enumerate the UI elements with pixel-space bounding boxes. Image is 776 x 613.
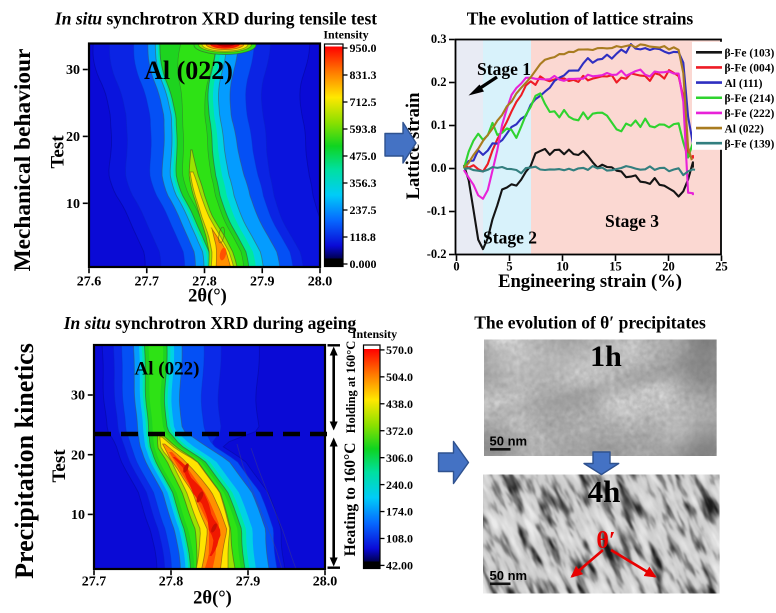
svg-text:30: 30 <box>66 63 80 78</box>
svg-text:β-Fe (222): β-Fe (222) <box>725 108 775 120</box>
svg-text:20: 20 <box>66 130 80 145</box>
svg-text:10: 10 <box>71 508 85 523</box>
svg-text:306.0: 306.0 <box>386 451 413 465</box>
svg-text:30: 30 <box>71 389 85 404</box>
svg-text:15: 15 <box>609 260 622 274</box>
svg-text:β-Fe (214): β-Fe (214) <box>725 93 775 105</box>
svg-text:438.0: 438.0 <box>386 397 413 411</box>
svg-text:27.8: 27.8 <box>192 275 217 290</box>
svg-text:240.0: 240.0 <box>386 478 413 492</box>
svg-text:Test: Test <box>48 135 69 169</box>
svg-text:950.0: 950.0 <box>350 41 377 55</box>
svg-text:In situ synchrotron XRD during: In situ synchrotron XRD during ageing <box>63 313 357 333</box>
svg-text:10: 10 <box>556 260 569 274</box>
svg-text:0: 0 <box>453 260 459 274</box>
svg-text:Stage 3: Stage 3 <box>605 211 659 231</box>
svg-text:504.0: 504.0 <box>386 370 413 384</box>
svg-text:27.6: 27.6 <box>77 275 102 290</box>
svg-text:27.9: 27.9 <box>236 575 261 590</box>
svg-text:Engineering strain (%): Engineering strain (%) <box>498 271 682 292</box>
svg-text:Intensity: Intensity <box>352 327 397 341</box>
svg-text:Stage 2: Stage 2 <box>483 228 537 248</box>
svg-text:50 nm: 50 nm <box>490 434 528 449</box>
svg-text:50 nm: 50 nm <box>490 568 528 583</box>
svg-text:831.3: 831.3 <box>350 68 377 82</box>
svg-text:β-Fe (139): β-Fe (139) <box>725 138 775 150</box>
svg-text:570.0: 570.0 <box>386 343 413 357</box>
svg-text:712.5: 712.5 <box>350 95 377 109</box>
svg-text:β-Fe (004): β-Fe (004) <box>725 63 775 75</box>
svg-text:20: 20 <box>71 448 85 463</box>
svg-text:118.8: 118.8 <box>350 230 376 244</box>
svg-text:593.8: 593.8 <box>350 122 377 136</box>
svg-text:Heating to 160°C: Heating to 160°C <box>342 443 359 557</box>
svg-text:Stage 1: Stage 1 <box>477 59 531 79</box>
svg-text:θ′: θ′ <box>596 528 615 554</box>
svg-text:10: 10 <box>66 197 80 212</box>
svg-text:5: 5 <box>506 260 512 274</box>
svg-text:108.0: 108.0 <box>386 532 413 546</box>
svg-text:0.000: 0.000 <box>350 257 377 271</box>
svg-text:25: 25 <box>715 260 728 274</box>
svg-text:27.9: 27.9 <box>250 275 275 290</box>
svg-text:The evolution of θ′ precipitat: The evolution of θ′ precipitates <box>474 313 706 333</box>
svg-text:In situ synchrotron XRD during: In situ synchrotron XRD during tensile t… <box>54 9 377 29</box>
svg-text:475.0: 475.0 <box>350 149 377 163</box>
svg-text:28.0: 28.0 <box>308 275 333 290</box>
svg-text:Al (111): Al (111) <box>725 78 763 90</box>
svg-text:Holding at 160°C: Holding at 160°C <box>344 341 358 434</box>
svg-text:0.3: 0.3 <box>431 32 447 46</box>
svg-text:The evolution of lattice strai: The evolution of lattice strains <box>467 9 694 29</box>
svg-text:20: 20 <box>662 260 675 274</box>
svg-text:0.1: 0.1 <box>431 118 447 132</box>
svg-text:2θ(°): 2θ(°) <box>188 287 227 307</box>
svg-text:Al (022): Al (022) <box>144 56 233 85</box>
svg-text:27.8: 27.8 <box>159 575 184 590</box>
svg-text:42.00: 42.00 <box>386 559 413 573</box>
svg-text:Mechanical behaviour: Mechanical behaviour <box>10 49 36 272</box>
svg-text:Al (022): Al (022) <box>725 123 764 135</box>
svg-text:372.0: 372.0 <box>386 424 413 438</box>
svg-text:27.7: 27.7 <box>82 575 107 590</box>
svg-text:Test: Test <box>49 449 70 483</box>
svg-text:28.0: 28.0 <box>313 575 338 590</box>
svg-text:4h: 4h <box>588 474 621 509</box>
svg-text:0.0: 0.0 <box>431 161 447 175</box>
svg-text:β-Fe (103): β-Fe (103) <box>725 48 775 60</box>
svg-text:356.3: 356.3 <box>350 176 377 190</box>
svg-text:-0.2: -0.2 <box>427 247 447 261</box>
svg-text:Al (022): Al (022) <box>135 359 200 380</box>
svg-text:237.5: 237.5 <box>350 203 377 217</box>
svg-text:-0.1: -0.1 <box>427 204 447 218</box>
svg-text:0.2: 0.2 <box>431 75 447 89</box>
svg-text:1h: 1h <box>590 340 622 373</box>
svg-text:27.7: 27.7 <box>135 275 160 290</box>
svg-text:Intensity: Intensity <box>323 28 368 42</box>
svg-text:174.0: 174.0 <box>386 505 413 519</box>
svg-text:2θ(°): 2θ(°) <box>193 589 232 609</box>
svg-text:Precipitation kinetics: Precipitation kinetics <box>10 343 39 579</box>
